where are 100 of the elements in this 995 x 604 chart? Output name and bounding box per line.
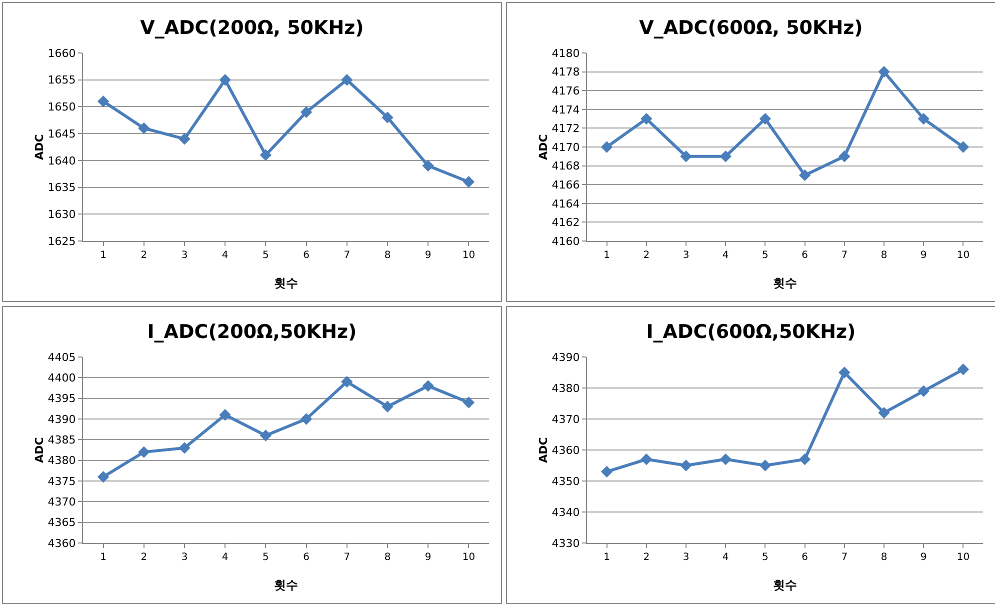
point [759,112,772,125]
point [680,150,692,162]
x-tick-label: 9 [920,552,927,563]
x-axis-title: 횟수 [773,276,797,290]
point [640,112,652,125]
point [720,453,732,466]
x-tick-label: 8 [384,552,391,563]
point [680,460,692,472]
x-tick-label: 7 [344,552,350,563]
x-tick-label: 9 [920,250,927,261]
x-tick-label: 6 [802,552,808,563]
y-tick-label: 4395 [48,392,76,406]
y-tick-label: 4180 [552,46,580,60]
x-tick-label: 7 [841,552,848,563]
y-tick-label: 4176 [552,84,580,98]
x-tick-label: 2 [643,552,650,563]
point [918,112,930,125]
point [878,406,890,419]
chart-title: V_ADC(200Ω, 50KHz) [140,17,364,40]
y-tick-label: 4330 [552,536,580,550]
x-tick-label: 1 [604,552,610,563]
y-tick-label: 4375 [48,474,76,488]
point [300,106,312,118]
point [382,112,394,124]
point [957,364,970,376]
y-tick-label: 4400 [48,372,76,385]
x-tick-label: 3 [682,552,690,563]
x-tick-label: 3 [181,552,188,563]
y-tick-label: 4405 [48,350,76,364]
x-tick-label: 5 [262,552,269,563]
x-tick-label: 1 [100,250,106,261]
y-axis-title: ADC [32,134,46,160]
x-tick-label: 2 [140,250,148,261]
point [838,150,850,162]
y-tick-label: 4162 [552,216,580,230]
y-tick-label: 1625 [48,234,76,248]
x-tick-label: 5 [262,250,269,261]
point [640,453,652,466]
y-tick-label: 4380 [48,454,76,468]
y-tick-label: 1655 [48,74,76,87]
point [798,453,811,466]
x-tick-label: 7 [841,250,848,261]
y-tick-label: 1640 [48,154,76,168]
y-tick-label: 4365 [48,516,76,530]
point [300,413,312,425]
y-tick-label: 4380 [552,382,580,395]
y-tick-label: 1650 [48,100,76,114]
point [260,149,272,161]
point [878,66,890,78]
point [178,133,190,145]
x-tick-label: 10 [956,250,970,261]
y-tick-label: 4390 [552,350,580,364]
x-tick-label: 9 [424,552,432,563]
y-axis-title: ADC [536,134,550,160]
x-tick-label: 6 [303,552,310,563]
x-tick-label: 3 [682,250,690,261]
x-tick-label: 6 [802,250,808,261]
x-tick-label: 4 [222,250,228,261]
x-tick-label: 8 [880,250,888,261]
point [422,380,434,392]
y-tick-label: 4370 [48,496,76,509]
x-tick-label: 2 [140,552,148,563]
point [260,430,272,442]
y-tick-label: 4164 [552,197,580,210]
y-tick-label: 4178 [552,66,580,79]
point [382,400,394,412]
point [341,376,353,388]
y-tick-label: 1630 [48,208,76,221]
x-tick-label: 9 [424,250,432,261]
point [219,74,231,86]
x-axis-title: 횟수 [274,276,298,290]
y-tick-label: 4174 [552,103,580,116]
x-tick-label: 10 [462,552,476,563]
x-tick-label: 1 [604,250,610,261]
point [138,446,150,458]
x-tick-label: 10 [956,552,970,563]
y-tick-label: 4360 [552,444,580,457]
y-tick-label: 4168 [552,160,580,173]
x-tick-label: 4 [722,250,729,261]
point [462,176,475,188]
x-axis-title: 횟수 [773,578,797,592]
y-tick-label: 1660 [48,46,76,60]
y-tick-label: 4170 [552,140,580,154]
y-tick-label: 4360 [48,536,76,550]
point [178,442,190,454]
y-tick-label: 4166 [552,178,580,192]
point [97,471,110,483]
x-tick-label: 8 [384,250,391,261]
point [600,141,613,153]
chart-title: V_ADC(600Ω, 50KHz) [639,17,863,40]
chart-title: I_ADC(600Ω,50KHz) [646,321,856,344]
y-tick-label: 4370 [552,412,580,426]
y-axis-title: ADC [536,437,550,463]
point [138,122,150,134]
x-tick-label: 4 [222,552,228,563]
point [918,385,930,397]
y-tick-label: 4160 [552,234,580,248]
x-tick-label: 7 [344,250,350,261]
x-tick-label: 3 [181,250,188,261]
y-tick-label: 4340 [552,506,580,519]
